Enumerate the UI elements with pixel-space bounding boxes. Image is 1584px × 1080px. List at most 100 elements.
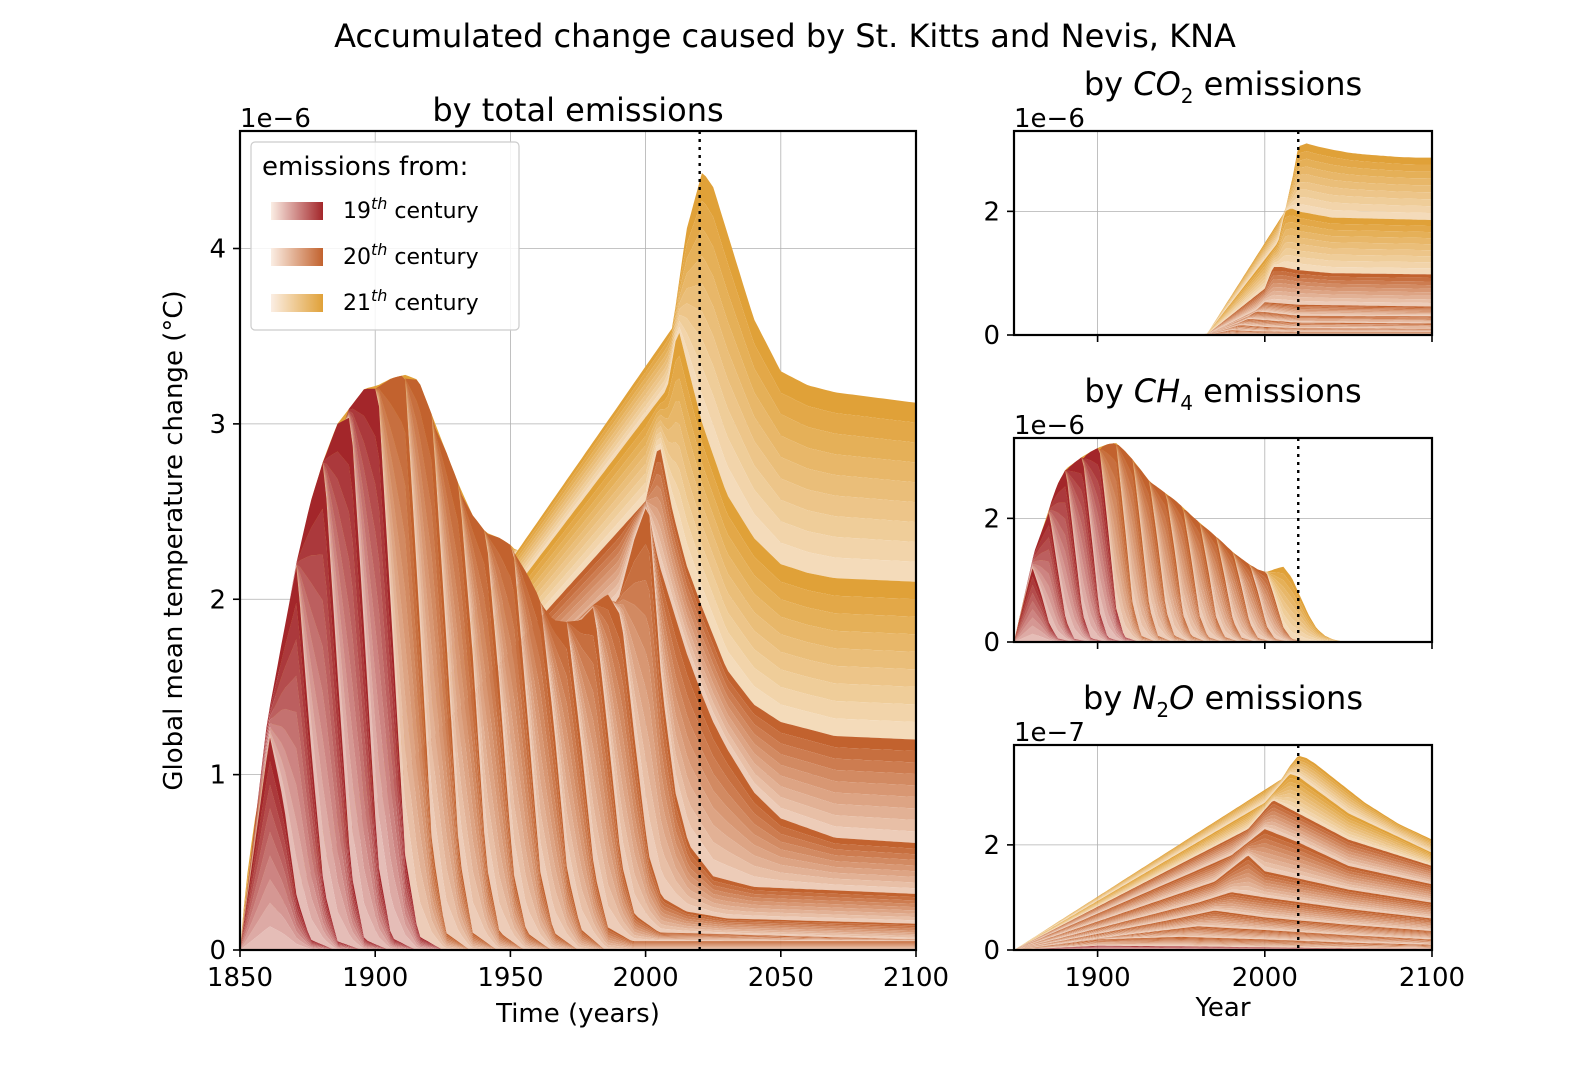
- y-tick-label: 0: [209, 936, 226, 966]
- area-layer: [1014, 174, 1432, 335]
- offset-label: 1e−7: [1014, 718, 1085, 748]
- offset-label: 1e−6: [1014, 411, 1085, 441]
- area-layer: [240, 414, 916, 950]
- area-layer: [1014, 321, 1432, 335]
- area-layer: [1014, 228, 1432, 335]
- x-tick-label: 2100: [883, 963, 949, 993]
- area-layer: [1014, 290, 1432, 335]
- area-layer: [1014, 945, 1432, 950]
- area-layer: [1014, 511, 1432, 642]
- areas-co2: [1014, 143, 1432, 335]
- area-layer: [240, 315, 916, 950]
- area-layer: [1014, 509, 1432, 642]
- area-layer: [1014, 319, 1432, 335]
- area-layer: [240, 508, 916, 950]
- area-layer: [240, 504, 916, 950]
- area-layer: [240, 546, 916, 950]
- panel-title: by CH4 emissions: [1084, 372, 1361, 415]
- area-layer: [1014, 248, 1432, 335]
- offset-label: 1e−6: [1014, 104, 1085, 134]
- axes-frame: [1012, 436, 1434, 644]
- legend-label-19th: 19th century: [343, 194, 479, 224]
- area-layer: [1014, 894, 1432, 950]
- panel-co2: 0 2 1e−6by CO2 emissions: [983, 65, 1434, 351]
- y-tick-label: 0: [983, 321, 1000, 351]
- area-layer: [1014, 948, 1432, 950]
- x-tick-label: 2000: [613, 963, 679, 993]
- area-layer: [1014, 509, 1432, 642]
- axes-frame: [1012, 129, 1434, 337]
- legend-title: emissions from:: [262, 152, 468, 182]
- area-layer: [1014, 158, 1432, 335]
- y-tick-label: 2: [983, 197, 1000, 227]
- y-tick-label: 2: [983, 504, 1000, 534]
- area-layer: [1014, 324, 1432, 335]
- x-tick-label: 1850: [207, 963, 273, 993]
- legend-label-20th: 20th century: [343, 240, 479, 270]
- area-layer: [1014, 448, 1432, 642]
- x-axis-label: Year: [1194, 993, 1250, 1023]
- legend-box: [250, 141, 520, 331]
- y-tick-label: 4: [209, 235, 226, 265]
- area-layer: [1014, 279, 1432, 335]
- area-layer: [1014, 944, 1432, 950]
- figure-title: Accumulated change caused by St. Kitts a…: [334, 17, 1236, 55]
- area-layer: [1014, 325, 1432, 335]
- legend-swatch-21st: [271, 294, 323, 312]
- panel-n2o: 1900 2000 2100 0 2 1e−7by N2O emissions Year: [983, 679, 1465, 1023]
- area-layer: [1014, 457, 1432, 642]
- area-layer: [1014, 294, 1432, 335]
- area-layer: [1014, 886, 1432, 950]
- area-layer: [1014, 298, 1432, 335]
- area-layer: [240, 564, 916, 950]
- area-layer: [1014, 525, 1432, 642]
- x-axis-label: Time (years): [495, 999, 660, 1029]
- area-layer: [1014, 208, 1432, 335]
- axes-frame: [238, 129, 918, 952]
- area-layer: [240, 437, 916, 950]
- area-layer: [1014, 941, 1432, 950]
- panel-ch4: 0 2 1e−6by CH4 emissions: [983, 372, 1434, 658]
- y-tick-label: 0: [983, 936, 1000, 966]
- area-layer: [1014, 448, 1432, 642]
- area-layer: [1014, 242, 1432, 335]
- area-layer: [1014, 939, 1432, 950]
- x-tick-label: 2050: [748, 963, 814, 993]
- area-layer: [1014, 860, 1432, 950]
- area-layer: [1014, 851, 1432, 950]
- legend-swatch-19th: [271, 202, 323, 220]
- area-layer: [240, 388, 916, 950]
- areas-total: [240, 173, 916, 950]
- area-layer: [1014, 222, 1432, 335]
- area-layer: [1014, 325, 1432, 335]
- legend: emissions from: 19th century 20th centur…: [250, 141, 520, 331]
- area-layer: [1014, 322, 1432, 335]
- area-layer: [1014, 864, 1432, 950]
- area-layer: [1014, 332, 1432, 335]
- panel-title: by CO2 emissions: [1084, 65, 1362, 108]
- area-layer: [1014, 854, 1432, 950]
- area-layer: [1014, 896, 1432, 950]
- y-tick-label: 1: [209, 761, 226, 791]
- area-layer: [240, 546, 916, 950]
- y-tick-label: 3: [209, 410, 226, 440]
- y-tick-label: 2: [209, 585, 226, 615]
- panel-total: 1850 1900 1950 2000 2050 2100 0 1 2 3 4 1e−6 by tota…: [159, 91, 949, 1029]
- x-tick-label: 2100: [1399, 963, 1465, 993]
- area-layer: [1014, 255, 1432, 335]
- area-layer: [1014, 235, 1432, 335]
- area-layer: [1014, 889, 1432, 950]
- area-layer: [1014, 283, 1432, 335]
- x-tick-label: 1950: [477, 963, 543, 993]
- area-layer: [1014, 204, 1432, 335]
- area-layer: [1014, 151, 1432, 335]
- y-tick-label: 2: [983, 831, 1000, 861]
- area-layer: [240, 388, 916, 950]
- area-layer: [240, 594, 916, 950]
- area-layer: [240, 600, 916, 950]
- legend-swatch-20th: [271, 248, 323, 266]
- area-layer: [1014, 261, 1432, 335]
- y-axis-label: Global mean temperature change (°C): [159, 290, 189, 790]
